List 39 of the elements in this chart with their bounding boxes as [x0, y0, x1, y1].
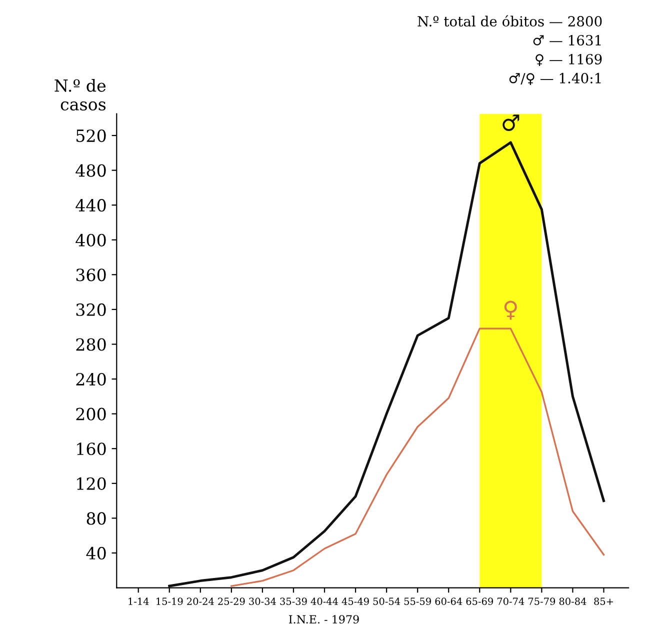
y-axis-title: N.º de casos: [54, 78, 106, 111]
text: N.º total de óbitos — 2800: [418, 15, 602, 27]
x-tick-label: 30-34: [249, 598, 276, 606]
y-tick-label: 280: [76, 338, 106, 351]
x-tick-label: 70-74: [497, 598, 524, 606]
text: I.N.E. - 1979: [289, 615, 359, 624]
text: ♂ — 1631: [533, 35, 601, 46]
y-tick-label: 320: [76, 303, 106, 316]
y-tick-label: 40: [86, 546, 106, 560]
x-tick-label: 75-79: [528, 598, 556, 606]
x-tick-label: 40-44: [310, 598, 338, 606]
y-tick-label: 120: [77, 477, 106, 490]
series-label: ♂: [502, 114, 520, 131]
line-series: [168, 141, 605, 588]
x-tick-label: 15-19: [156, 598, 183, 606]
y-tick-label: 480: [76, 164, 106, 177]
line-series: [230, 328, 605, 587]
y-tick-label: 520: [76, 129, 106, 142]
x-tick-label: 20-24: [187, 598, 214, 606]
x-tick-label: 25-29: [218, 598, 245, 606]
series-label: ♀: [504, 300, 517, 320]
x-tick-label: 50-54: [373, 598, 400, 606]
y-tick-label: 360: [76, 268, 106, 282]
text: ♀ — 1169: [536, 54, 602, 66]
x-tick-label: 65-69: [466, 598, 493, 606]
x-tick-label: 60-64: [435, 598, 462, 606]
y-tick-label: 80: [86, 512, 106, 525]
x-tick-label: 85+: [594, 598, 613, 606]
x-tick-label: 55-59: [404, 598, 431, 606]
x-tick-label: 1-14: [128, 598, 149, 605]
y-tick-label: 160: [77, 442, 106, 456]
y-tick-label: 400: [76, 234, 106, 246]
y-tick-label: 440: [76, 199, 106, 212]
x-tick-label: 35-39: [280, 598, 307, 606]
text: ♂/♀ — 1.40:1: [509, 72, 601, 85]
y-tick-label: 240: [76, 372, 106, 386]
y-tick-label: 200: [76, 408, 106, 420]
x-tick-label: 45-49: [342, 598, 369, 606]
x-tick-label: 80-84: [559, 598, 586, 606]
